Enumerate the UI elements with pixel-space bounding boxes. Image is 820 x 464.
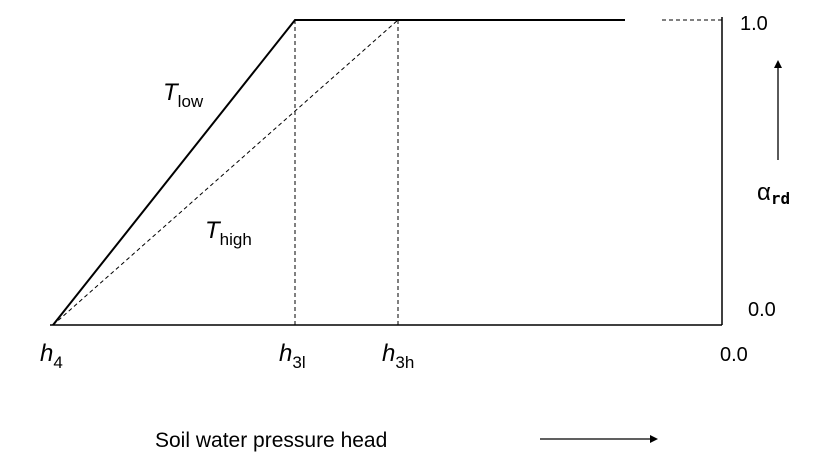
y-top-label: 1.0 (740, 13, 768, 35)
t-high-curve (52, 19, 399, 326)
y-bottom-label: 0.0 (748, 299, 776, 321)
t-high-label: Thigh (205, 217, 252, 249)
t-low-label: Tlow (163, 79, 204, 111)
t-low-curve (52, 19, 625, 326)
alpha-rd-label: αrd (757, 179, 790, 208)
x-end-label: 0.0 (720, 344, 748, 366)
h3l-label: h3l (279, 340, 306, 372)
h3h-label: h3h (382, 340, 414, 372)
h4-label: h4 (40, 340, 63, 372)
x-axis-title: Soil water pressure head (155, 429, 387, 452)
